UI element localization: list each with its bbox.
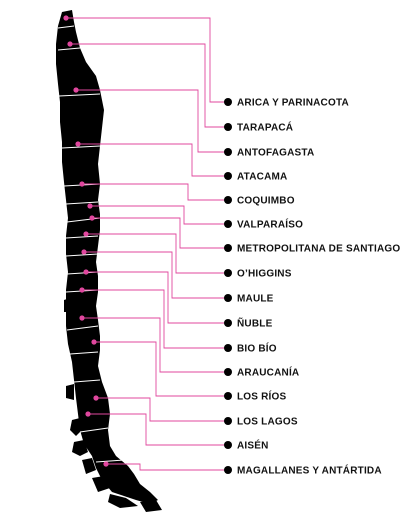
region-pin[interactable] — [83, 231, 89, 237]
label-bullet — [224, 417, 232, 425]
leader-line — [86, 233, 228, 274]
region-pin[interactable] — [67, 41, 73, 47]
region-label[interactable]: ARICA Y PARINACOTA — [237, 98, 349, 109]
region-label[interactable]: TARAPACÁ — [237, 121, 293, 134]
region-label[interactable]: AISÉN — [237, 439, 269, 452]
region-label[interactable]: BIO BÍO — [237, 342, 277, 355]
label-bullet — [224, 244, 232, 252]
label-bullet — [224, 294, 232, 302]
region-pin[interactable] — [87, 203, 93, 209]
island — [92, 476, 110, 492]
label-bullet — [224, 441, 232, 449]
leader-line — [90, 205, 228, 225]
region-pin[interactable] — [79, 287, 85, 293]
leader-line — [76, 89, 228, 153]
label-bullet — [224, 220, 232, 228]
region-label[interactable]: MAGALLANES Y ANTÁRTIDA — [237, 464, 382, 477]
label-bullet — [224, 319, 232, 327]
region-pin[interactable] — [93, 395, 99, 401]
leader-line — [70, 43, 228, 128]
leader-line — [88, 413, 228, 446]
leader-line — [106, 463, 228, 471]
leader-line — [84, 251, 228, 299]
island — [70, 418, 82, 436]
region-label[interactable]: LOS RÍOS — [237, 390, 287, 403]
region-label[interactable]: VALPARAÍSO — [237, 218, 303, 231]
leader-line — [82, 317, 228, 373]
region-label[interactable]: ÑUBLE — [237, 317, 273, 330]
label-bullet — [224, 172, 232, 180]
leader-line — [82, 289, 228, 349]
leader-line — [96, 397, 228, 422]
region-pin[interactable] — [79, 315, 85, 321]
leader-line — [86, 271, 228, 324]
region-pin[interactable] — [79, 181, 85, 187]
label-bullet — [224, 368, 232, 376]
region-pin[interactable] — [89, 215, 95, 221]
region-label[interactable]: METROPOLITANA DE SANTIAGO — [237, 244, 400, 255]
label-bullet — [224, 98, 232, 106]
region-label[interactable]: ATACAMA — [237, 172, 287, 183]
island — [64, 298, 70, 312]
island — [66, 384, 74, 400]
leader-line — [78, 143, 228, 177]
label-bullet — [224, 466, 232, 474]
label-bullet — [224, 269, 232, 277]
region-pin[interactable] — [91, 339, 97, 345]
leader-line — [94, 341, 228, 397]
region-pin[interactable] — [75, 141, 81, 147]
chile-mainland — [56, 10, 158, 504]
region-label[interactable]: O’HIGGINS — [237, 269, 292, 280]
region-pin[interactable] — [63, 15, 69, 21]
region-label[interactable]: COQUIMBO — [237, 196, 295, 207]
label-bullet — [224, 196, 232, 204]
chile-silhouette — [56, 10, 162, 512]
region-label[interactable]: LOS LAGOS — [237, 417, 298, 428]
region-label[interactable]: MAULE — [237, 294, 274, 305]
label-bullet — [224, 344, 232, 352]
label-bullet — [224, 392, 232, 400]
leader-line — [82, 183, 228, 201]
label-bullet — [224, 123, 232, 131]
region-pin[interactable] — [73, 87, 79, 93]
region-pin[interactable] — [81, 249, 87, 255]
island — [108, 494, 138, 508]
leader-line — [92, 217, 228, 249]
island — [82, 458, 96, 474]
island — [72, 440, 88, 456]
region-pin[interactable] — [85, 411, 91, 417]
label-bullet — [224, 148, 232, 156]
region-label[interactable]: ANTOFAGASTA — [237, 148, 314, 159]
leader-line — [66, 17, 228, 103]
region-pin[interactable] — [103, 461, 109, 467]
region-leaders: ARICA Y PARINACOTA TARAPACÁ ANTOFAGASTA ATA… — [63, 15, 400, 477]
island — [140, 500, 162, 512]
region-label[interactable]: ARAUCANÍA — [237, 366, 299, 379]
region-pin[interactable] — [83, 269, 89, 275]
